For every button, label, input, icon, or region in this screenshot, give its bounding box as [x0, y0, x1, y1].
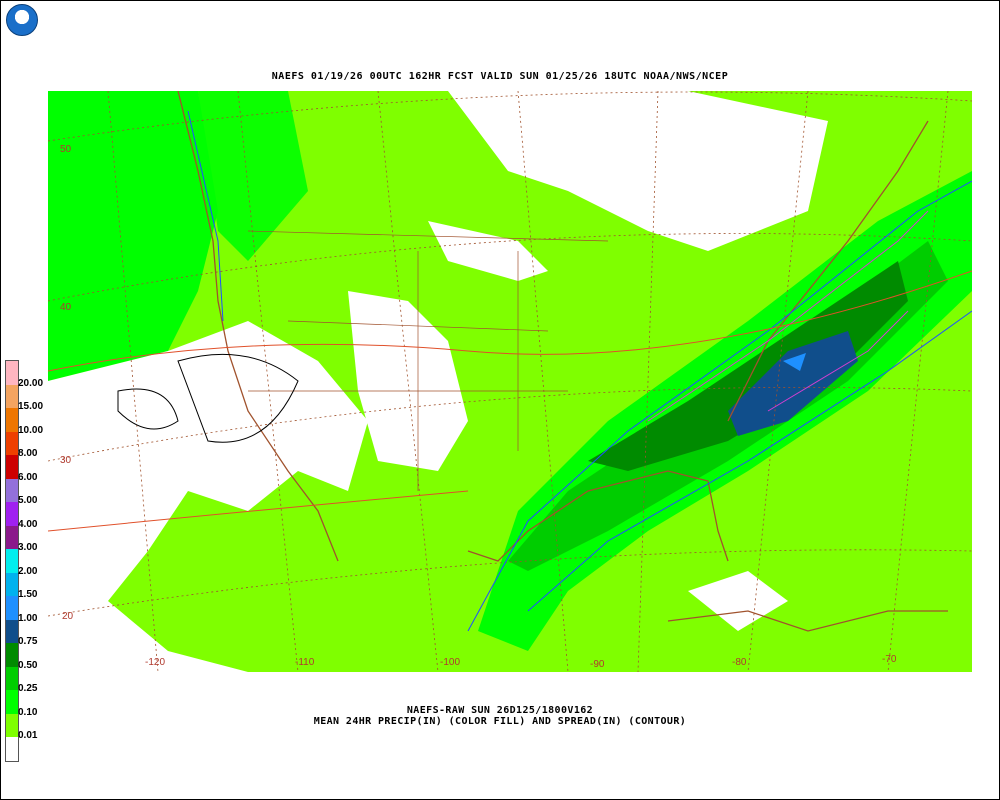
legend-label: 2.00 — [18, 565, 38, 577]
lat-label-40: 40 — [60, 302, 72, 313]
legend-swatch — [6, 431, 18, 455]
legend-swatch — [6, 455, 18, 479]
legend-label: 4.00 — [18, 518, 38, 530]
legend-label: 3.00 — [18, 542, 38, 553]
lat-label-50: 50 — [60, 144, 72, 155]
spread-contours — [48, 110, 972, 632]
lat-label-30: 30 — [60, 455, 72, 466]
lon-label-90: -90 — [590, 659, 605, 670]
legend-swatch — [6, 384, 18, 408]
dry-canada — [448, 91, 828, 251]
legend-swatch — [6, 737, 18, 761]
legend-swatch — [6, 525, 18, 549]
legend-swatch — [6, 596, 18, 620]
legend-swatch — [6, 502, 18, 526]
footer-line-2: MEAN 24HR PRECIP(IN) (COLOR FILL) AND SP… — [313, 716, 687, 727]
legend-label: 15.00 — [18, 401, 44, 412]
legend-swatch — [6, 408, 18, 432]
legend-label: 0.01 — [18, 730, 38, 741]
legend-label: 10.00 — [18, 424, 44, 436]
legend-swatch — [6, 619, 18, 643]
legend-swatch — [6, 690, 18, 714]
legend-swatch — [6, 713, 18, 737]
legend-label: 1.50 — [18, 589, 38, 600]
legend-label: 6.00 — [18, 471, 38, 483]
legend-swatch — [6, 572, 18, 596]
footer-line-1: NAEFS-RAW SUN 26D125/1800V162 — [406, 705, 594, 716]
precip-map — [48, 91, 972, 672]
lat-label-20: 20 — [62, 611, 74, 622]
lon-label-100: -100 — [440, 657, 461, 668]
pacific-green-region — [48, 91, 218, 381]
lon-label-80: -80 — [732, 657, 747, 668]
north-canada-green — [198, 91, 308, 261]
lon-label-70: -70 — [882, 654, 897, 665]
legend-label: 5.00 — [18, 495, 38, 506]
lon-label-110: -110 — [295, 657, 315, 668]
dry-southwest — [48, 321, 368, 631]
legend-label: 0.50 — [18, 659, 38, 671]
legend-label: 1.00 — [18, 612, 38, 624]
coastlines — [177, 91, 948, 632]
precip-band-150 — [783, 353, 806, 371]
noaa-logo — [6, 4, 38, 36]
graticule — [48, 91, 972, 672]
legend-swatch — [6, 666, 18, 690]
legend-swatch — [6, 361, 18, 385]
legend-label: 8.00 — [18, 448, 38, 459]
legend-label: 20.00 — [18, 377, 44, 389]
legend-label: 0.75 — [18, 636, 38, 647]
state-borders — [247, 230, 609, 491]
map-title: NAEFS 01/19/26 00UTC 162HR FCST VALID SU… — [271, 71, 729, 82]
legend-swatch — [6, 478, 18, 502]
legend-label: 0.10 — [18, 706, 38, 718]
color-legend — [5, 360, 19, 762]
legend-swatch — [6, 549, 18, 573]
legend-label: 0.25 — [18, 683, 38, 694]
lon-label-120: -120 — [145, 657, 166, 668]
dry-gulf-mexico — [48, 601, 248, 672]
precip-band-075 — [588, 261, 908, 471]
precip-band-100 — [728, 331, 858, 436]
legend-swatch — [6, 643, 18, 667]
